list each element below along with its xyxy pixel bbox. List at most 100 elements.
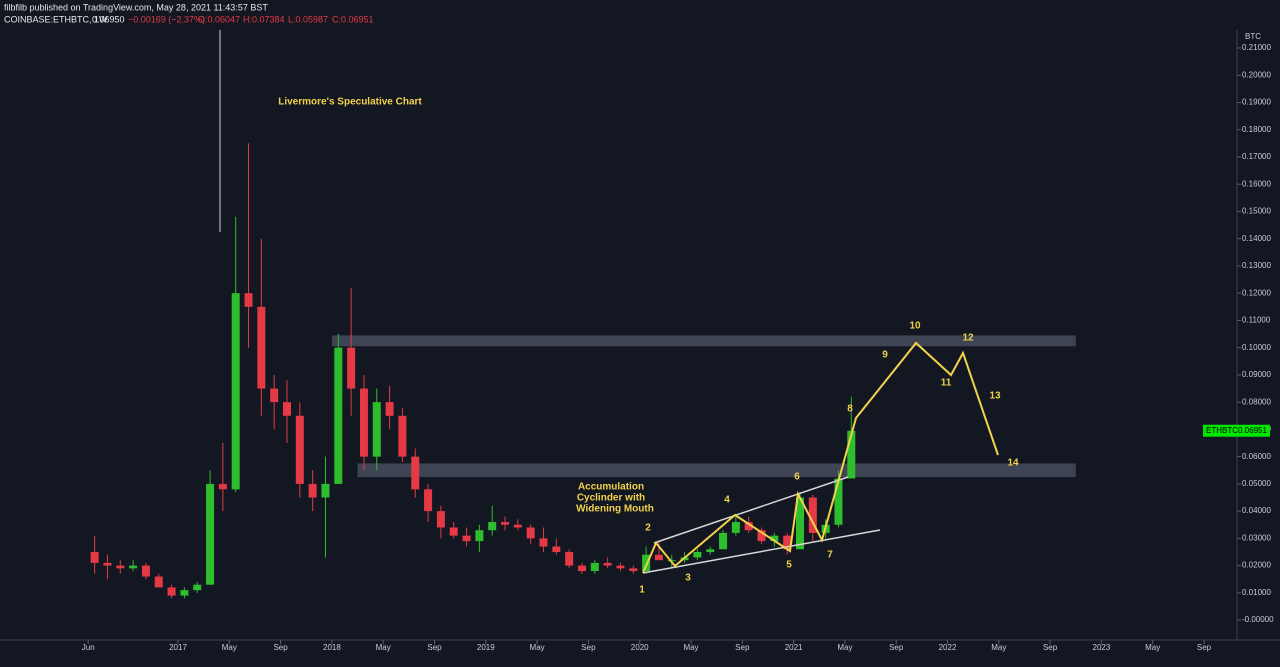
candle-body (744, 522, 753, 531)
header-symbol: COINBASE:ETHBTC, 1W (4, 14, 108, 24)
wave-label: 8 (847, 404, 853, 415)
wave-label: 10 (909, 321, 921, 332)
y-tick-label: 0.13000 (1242, 261, 1271, 270)
y-tick-label: 0.10000 (1242, 343, 1271, 352)
header-open: O:0.06047 (198, 14, 240, 24)
candle-body (218, 483, 227, 490)
candle-body (154, 576, 163, 588)
wave-label: 1 (639, 585, 645, 596)
note-line: Cyclinder with (577, 493, 645, 504)
x-tick-label: 2018 (323, 643, 341, 652)
wave-label: 2 (645, 523, 651, 534)
candle-body (590, 562, 599, 572)
x-tick-label: Sep (889, 643, 904, 652)
x-tick-label: Sep (427, 643, 442, 652)
x-tick-label: Sep (273, 643, 288, 652)
y-tick-label: 0.08000 (1242, 397, 1271, 406)
candle-body (385, 402, 394, 416)
y-tick-label: 0.21000 (1242, 43, 1271, 52)
price-zone (331, 335, 1076, 347)
x-tick-label: May (222, 643, 237, 652)
y-tick-label: 0.15000 (1242, 207, 1271, 216)
candle-body (411, 456, 420, 490)
candle-body (642, 554, 651, 572)
x-tick-label: 2020 (631, 643, 649, 652)
x-tick-label: Sep (581, 643, 596, 652)
last-price-value: 0.06951 (1238, 426, 1267, 435)
y-tick-label: 0.11000 (1242, 316, 1271, 325)
candle-body (719, 532, 728, 550)
y-tick-label: 0.17000 (1242, 152, 1271, 161)
x-tick-label: May (683, 643, 698, 652)
chart-annotation: Livermore's Speculative Chart (278, 97, 422, 108)
wave-label: 5 (786, 560, 792, 571)
wave-label: 13 (989, 391, 1001, 402)
x-tick-label: May (991, 643, 1006, 652)
candle-body (731, 522, 740, 533)
candle-body (783, 535, 792, 550)
wave-label: 12 (962, 333, 974, 344)
candle-body (796, 497, 804, 550)
candle-body (129, 565, 138, 569)
candle-body (629, 568, 638, 572)
candle-body (552, 546, 561, 553)
candle-body (616, 565, 625, 569)
axis-unit: BTC (1245, 32, 1261, 41)
candle-body (193, 584, 202, 591)
candle-body (283, 402, 291, 416)
candle-body (167, 587, 176, 596)
candle-body (347, 347, 356, 389)
candle-body (501, 522, 510, 525)
candle-body (834, 478, 843, 525)
y-tick-label: 0.06000 (1242, 452, 1271, 461)
y-tick-label: 0.12000 (1242, 288, 1271, 297)
x-tick-label: 2023 (1093, 643, 1111, 652)
resistance-trendline (653, 476, 849, 544)
header-last: 0.06950 (92, 14, 125, 24)
wave-label: 11 (941, 378, 952, 389)
y-tick-label: 0.02000 (1242, 561, 1271, 570)
candle-body (359, 388, 368, 457)
y-tick-label: 0.04000 (1242, 506, 1271, 515)
candle-body (103, 562, 112, 566)
y-tick-label: 0.14000 (1242, 234, 1271, 243)
candle-body (244, 293, 253, 307)
candle-body (257, 306, 266, 389)
x-tick-label: 2017 (169, 643, 187, 652)
projection-path (642, 341, 999, 574)
candle-body (706, 549, 715, 553)
wave-label: 9 (882, 350, 888, 361)
candle-body (308, 483, 317, 498)
y-tick-label: 0.09000 (1242, 370, 1271, 379)
wave-label: 14 (1007, 458, 1019, 469)
candle-body (116, 565, 125, 569)
support-trendline (642, 529, 881, 574)
candle-body (565, 552, 574, 566)
x-tick-label: Sep (1043, 643, 1058, 652)
y-tick-label: 0.03000 (1242, 533, 1271, 542)
candle-body (757, 530, 766, 542)
candle-body (321, 483, 330, 498)
price-zone (357, 463, 1076, 478)
candle-body (334, 347, 343, 484)
x-tick-label: Sep (1197, 643, 1212, 652)
candle-body (513, 524, 522, 528)
wave-label: 3 (685, 573, 691, 584)
y-tick-label: 0.16000 (1242, 179, 1271, 188)
candle-body (295, 415, 304, 484)
y-tick-label: 0.19000 (1242, 98, 1271, 107)
candle-body (654, 554, 663, 561)
y-tick-label: 0.20000 (1242, 70, 1271, 79)
x-tick-label: 2021 (785, 643, 803, 652)
header-publisher: filbfilb published on TradingView.com, M… (4, 2, 268, 12)
candle-body (90, 552, 99, 563)
y-tick-label: 0.18000 (1242, 125, 1271, 134)
candle-body (436, 511, 445, 528)
candle-body (141, 565, 150, 577)
note-line: Accumulation (578, 482, 644, 493)
last-price-symbol: ETHBTC (1206, 426, 1238, 435)
candle-body (770, 535, 779, 542)
candle-body (526, 527, 535, 539)
